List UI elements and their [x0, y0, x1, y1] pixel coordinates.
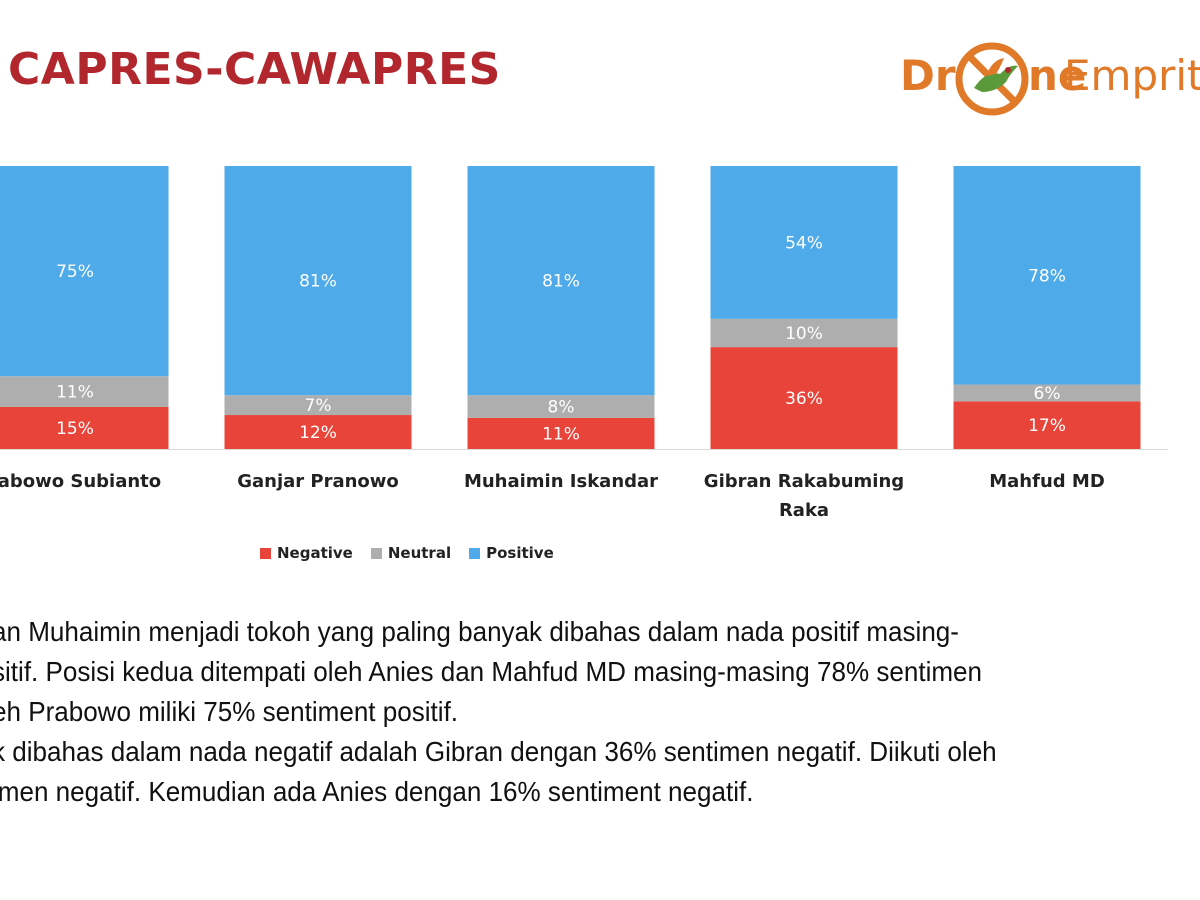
analysis-line: imen negatif. Kemudian ada Anies dengan … — [0, 776, 754, 807]
bar-positive-2 — [224, 166, 412, 396]
data-label-positive-5: 78% — [1028, 266, 1066, 286]
data-label-negative-1: 15% — [56, 419, 94, 439]
page-title: CAPRES-CAWAPRES — [8, 44, 501, 95]
bar-positive-5 — [953, 166, 1141, 385]
bar-neutral-4 — [710, 318, 898, 348]
drone-logo-icon — [955, 42, 1029, 116]
legend-label-negative: Negative — [277, 544, 353, 562]
data-label-neutral-2: 7% — [305, 396, 332, 416]
bar-positive-1 — [0, 166, 169, 377]
legend-label-positive: Positive — [486, 544, 554, 562]
bar-negative-3 — [467, 417, 655, 449]
bar-positive-3 — [467, 166, 655, 396]
legend-label-neutral: Neutral — [387, 544, 452, 562]
logo-text-ne: ne — [1028, 51, 1087, 100]
bar-neutral-5 — [953, 384, 1141, 402]
bar-negative-4 — [710, 347, 898, 449]
data-label-neutral-4: 10% — [785, 324, 823, 344]
analysis-line: sitif. Posisi kedua ditempati oleh Anies… — [0, 656, 983, 687]
category-label-4: Gibran Rakabuming Raka — [704, 471, 904, 521]
category-label-1: rabowo Subianto — [0, 471, 161, 492]
category-label-3: Muhaimin Iskandar — [464, 471, 658, 492]
data-label-positive-3: 81% — [542, 272, 580, 292]
data-label-positive-2: 81% — [299, 272, 337, 292]
bar-positive-4 — [710, 166, 898, 319]
analysis-line: k dibahas dalam nada negatif adalah Gibr… — [0, 736, 997, 767]
legend-item-positive: Positive — [469, 544, 554, 562]
data-label-neutral-5: 6% — [1034, 384, 1061, 404]
bar-neutral-2 — [224, 395, 412, 416]
data-label-neutral-1: 11% — [56, 383, 94, 403]
drone-emprit-logo: Dr ne Emprit — [896, 36, 1200, 120]
legend-swatch-positive — [469, 547, 481, 559]
bar-neutral-3 — [467, 395, 655, 418]
bar-neutral-1 — [0, 376, 169, 407]
logo-text-emprit: Emprit — [1064, 51, 1200, 100]
legend-item-negative: Negative — [260, 544, 353, 562]
bar-negative-1 — [0, 406, 169, 449]
data-label-negative-2: 12% — [299, 423, 337, 443]
sentiment-stacked-bar-chart: 15% 11% 75% rabowo Subianto 12% 7% 81% Ganjar P… — [0, 166, 1168, 521]
chart-legend: Negative Neutral Positive — [260, 544, 554, 562]
data-label-negative-4: 36% — [785, 389, 823, 409]
analysis-line: eh Prabowo miliki 75% sentiment positif. — [0, 696, 459, 727]
legend-item-neutral: Neutral — [370, 544, 452, 562]
data-label-negative-3: 11% — [542, 424, 580, 444]
data-label-neutral-3: 8% — [548, 398, 575, 418]
legend-swatch-negative — [260, 547, 271, 559]
bar-negative-5 — [953, 401, 1141, 449]
category-label-5: Mahfud MD — [989, 471, 1105, 492]
logo-text-dr: Dr — [900, 51, 956, 100]
category-label-2: Ganjar Pranowo — [237, 471, 399, 492]
data-label-negative-5: 17% — [1028, 416, 1066, 436]
analysis-text: an Muhaimin menjadi tokoh yang paling ba… — [0, 612, 1145, 812]
data-label-positive-1: 75% — [56, 262, 94, 282]
legend-swatch-neutral — [370, 547, 382, 559]
data-label-positive-4: 54% — [785, 233, 823, 253]
bar-negative-2 — [224, 415, 412, 449]
analysis-line: an Muhaimin menjadi tokoh yang paling ba… — [0, 616, 959, 647]
